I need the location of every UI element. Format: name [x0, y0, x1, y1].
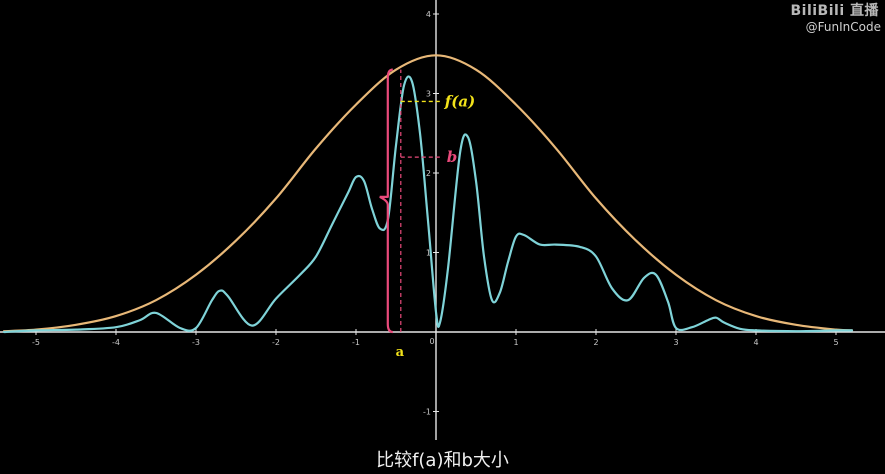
envelope-curve [2, 54, 854, 333]
subtitle-caption: 比较f(a)和b大小 [376, 450, 509, 471]
x-tick-label: -1 [352, 338, 360, 347]
y-tick-label: 4 [426, 10, 431, 19]
tick-labels: -5 -4 -3 -2 -1 0 1 2 3 4 5 -1 1 2 3 4 [32, 10, 839, 417]
oscillating-curve [2, 75, 854, 334]
x-tick-label: 3 [673, 338, 678, 347]
b-brace [379, 68, 393, 334]
annotation-markers: f(a) b a [379, 68, 475, 360]
axes [0, 0, 885, 440]
y-tick-label: -1 [423, 408, 431, 417]
y-tick-label: 1 [426, 249, 431, 258]
x-tick-label: -3 [192, 338, 200, 347]
x-tick-label: -2 [272, 338, 280, 347]
y-tick-label: 3 [426, 90, 431, 99]
x-tick-label-0: 0 [429, 337, 434, 346]
fa-label: f(a) [444, 92, 475, 110]
b-label: b [447, 148, 458, 166]
x-tick-label: 1 [513, 338, 518, 347]
x-tick-label: 4 [753, 338, 758, 347]
x-tick-label: 2 [593, 338, 598, 347]
bilibili-watermark: BiliBili 直播 [790, 3, 879, 19]
curves [2, 54, 854, 334]
y-tick-label: 2 [426, 169, 431, 178]
x-tick-label: -4 [112, 338, 120, 347]
x-tick-label: -5 [32, 338, 40, 347]
author-handle: @FunInCode [805, 20, 881, 34]
x-tick-label: 5 [833, 338, 838, 347]
a-label: a [396, 345, 405, 360]
